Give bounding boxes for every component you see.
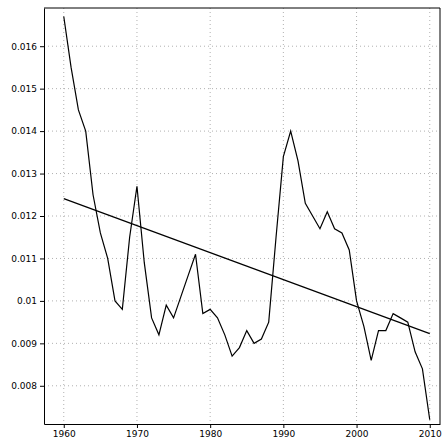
tick-mark <box>64 424 65 428</box>
tick-mark <box>430 424 431 428</box>
tick-mark <box>40 174 44 175</box>
tick-label: 1960 <box>53 429 76 439</box>
grid-line <box>44 300 440 301</box>
line <box>64 199 430 334</box>
tick-label: 0.011 <box>11 254 37 264</box>
line <box>64 16 430 419</box>
tick: 0.009 <box>11 339 44 349</box>
tick: 0.008 <box>11 381 44 391</box>
plot: 1960197019801990200020100.0080.0090.010.… <box>11 8 442 439</box>
tick: 0.011 <box>11 254 44 264</box>
tick-mark <box>137 424 138 428</box>
tick: 0.014 <box>11 126 44 136</box>
tick-label: 0.012 <box>11 211 37 221</box>
tick: 0.012 <box>11 211 44 221</box>
tick: 2010 <box>419 424 442 439</box>
tick: 1960 <box>53 424 76 439</box>
chart: 1960197019801990200020100.0080.0090.010.… <box>0 0 448 448</box>
tick-mark <box>40 258 44 259</box>
grid-line <box>44 216 440 217</box>
tick: 1980 <box>199 424 222 439</box>
tick-label: 1970 <box>126 429 149 439</box>
tick: 0.01 <box>17 296 44 306</box>
tick-label: 0.01 <box>17 296 37 306</box>
x-axis: 1960 1970 1980 1990 2000 2010 <box>45 424 442 439</box>
tick-label: 0.014 <box>11 126 37 136</box>
grid-line <box>44 385 440 386</box>
tick-mark <box>40 89 44 90</box>
grid-line <box>44 46 440 47</box>
tick: 0.016 <box>11 42 44 52</box>
tick-mark <box>210 424 211 428</box>
frame <box>44 8 440 9</box>
grid-line <box>44 88 440 89</box>
tick-label: 2000 <box>346 429 369 439</box>
grid-line <box>44 173 440 174</box>
tick-label: 0.015 <box>11 84 37 94</box>
axis-line <box>44 9 45 425</box>
y-axis: 0.008 0.009 0.01 0.011 0.012 0.013 0.014 0.015 0… <box>11 9 44 425</box>
tick-label: 2010 <box>419 429 442 439</box>
tick: 1990 <box>272 424 295 439</box>
tick-mark <box>40 46 44 47</box>
series-group <box>64 16 430 419</box>
grid <box>44 8 440 424</box>
tick: 2000 <box>346 424 369 439</box>
tick-label: 0.016 <box>11 42 37 52</box>
tick-mark <box>40 386 44 387</box>
tick-mark <box>40 301 44 302</box>
axis-line <box>45 424 441 425</box>
grid-line <box>44 258 440 259</box>
tick-label: 0.009 <box>11 339 37 349</box>
tick-mark <box>40 131 44 132</box>
tick-mark <box>357 424 358 428</box>
tick: 1970 <box>126 424 149 439</box>
tick-label: 1980 <box>199 429 222 439</box>
tick-label: 1990 <box>272 429 295 439</box>
grid-line <box>283 8 284 424</box>
tick-mark <box>40 343 44 344</box>
grid-line <box>44 131 440 132</box>
grid-line <box>429 8 430 424</box>
tick-mark <box>40 216 44 217</box>
tick: 0.013 <box>11 169 44 179</box>
tick-label: 0.013 <box>11 169 37 179</box>
tick: 0.015 <box>11 84 44 94</box>
tick-mark <box>283 424 284 428</box>
tick-label: 0.008 <box>11 381 37 391</box>
grid-line <box>210 8 211 424</box>
frame <box>440 8 441 424</box>
